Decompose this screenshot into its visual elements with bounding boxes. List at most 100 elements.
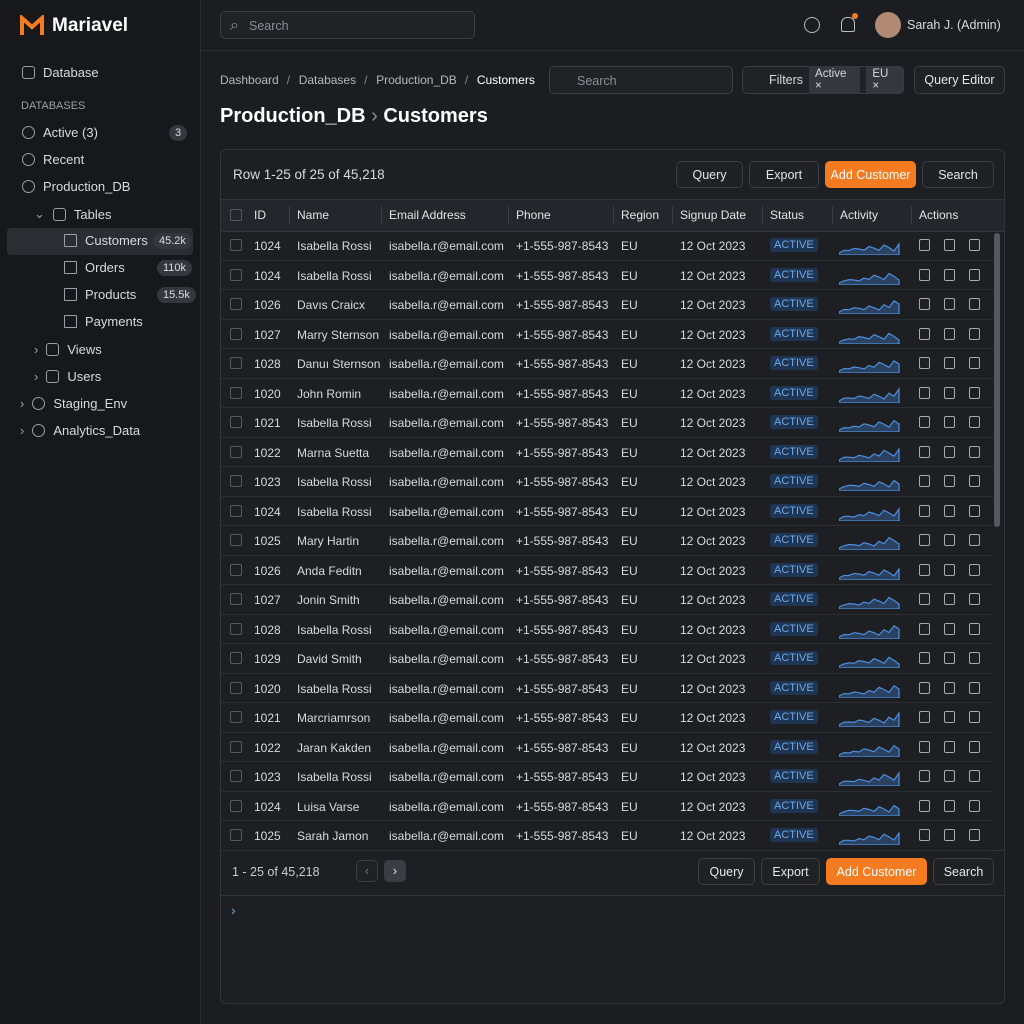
column-title[interactable]: ID	[254, 208, 266, 222]
action-icon[interactable]	[969, 445, 980, 458]
action-icon[interactable]	[969, 711, 980, 723]
checkbox[interactable]	[230, 327, 242, 340]
table-row[interactable]: 1021 Marcriamrson isabella.r@email.com +1-5…	[221, 703, 993, 733]
table-row[interactable]: 1025 Sarah Jamon isabella.r@email.com +1-55…	[221, 821, 993, 851]
checkbox[interactable]	[230, 209, 242, 221]
action-icon[interactable]	[969, 386, 980, 399]
action-icon[interactable]	[944, 563, 955, 576]
action-icon[interactable]	[969, 327, 980, 340]
breadcrumb-item[interactable]: Dashboard	[220, 73, 279, 87]
next-page[interactable]: ›	[384, 860, 406, 882]
checkbox[interactable]	[230, 475, 242, 487]
user-name[interactable]: Sarah J. (Admin)	[907, 18, 1001, 32]
table-row[interactable]: 1022 Jaran Kakden isabella.r@email.com +1-5…	[221, 733, 993, 762]
action-icon[interactable]	[944, 327, 955, 340]
action-icon[interactable]	[919, 445, 930, 458]
table-row[interactable]: 1026 Davıs Craicx isabella.r@email.com +1-5…	[221, 290, 993, 320]
action-icon[interactable]	[969, 740, 980, 753]
checkbox[interactable]	[230, 357, 242, 369]
action-icon[interactable]	[944, 622, 955, 635]
nav-views[interactable]: › Views	[34, 342, 102, 357]
nav-active[interactable]: Active (3)	[22, 125, 98, 140]
action-icon[interactable]	[944, 799, 955, 812]
toolbar-button[interactable]: Query	[676, 161, 743, 188]
checkbox[interactable]	[230, 770, 242, 782]
prev-page[interactable]: ‹	[356, 860, 378, 882]
checkbox[interactable]	[230, 416, 242, 428]
checkbox[interactable]	[230, 504, 242, 517]
table-row[interactable]: 1028 Danuı Sternson isabella.r@email.com +1…	[221, 349, 993, 379]
action-icon[interactable]	[919, 593, 930, 605]
table-search[interactable]: Search	[549, 66, 733, 94]
table-row[interactable]: 1021 Isabella Rossi isabella.r@email.com +1…	[221, 408, 993, 438]
action-icon[interactable]	[944, 711, 955, 723]
checkbox[interactable]	[230, 445, 242, 458]
action-icon[interactable]	[919, 622, 930, 635]
action-icon[interactable]	[919, 475, 930, 487]
checkbox[interactable]	[230, 681, 242, 694]
action-icon[interactable]	[944, 268, 955, 281]
column-title[interactable]: Name	[297, 208, 330, 222]
filter-chip[interactable]: Active ×	[809, 66, 861, 94]
table-row[interactable]: 1026 Anda Feditn isabella.r@email.com +1-55…	[221, 556, 993, 585]
checkbox[interactable]	[230, 563, 242, 576]
action-icon[interactable]	[969, 298, 980, 310]
action-icon[interactable]	[944, 593, 955, 605]
column-title[interactable]: Signup Date	[680, 208, 747, 222]
table-row[interactable]: 1020 Isabella Rossi isabella.r@email.com +1…	[221, 674, 993, 703]
action-icon[interactable]	[919, 799, 930, 812]
column-title[interactable]: Region	[621, 208, 660, 222]
table-row[interactable]: 1028 Isabella Rossi isabella.r@email.com +1…	[221, 615, 993, 644]
bell-icon[interactable]	[841, 17, 855, 32]
checkbox[interactable]	[230, 268, 242, 281]
action-icon[interactable]	[919, 357, 930, 369]
action-icon[interactable]	[969, 504, 980, 517]
global-search[interactable]: Search ⌕	[220, 11, 475, 39]
checkbox[interactable]	[230, 593, 242, 605]
action-icon[interactable]	[969, 239, 980, 251]
nav-users[interactable]: › Users	[34, 369, 102, 384]
action-icon[interactable]	[919, 770, 930, 782]
nav-db[interactable]: Production_DB	[22, 179, 130, 194]
checkbox[interactable]	[230, 652, 242, 664]
action-icon[interactable]	[944, 445, 955, 458]
action-icon[interactable]	[944, 239, 955, 251]
action-icon[interactable]	[969, 652, 980, 664]
nav-database[interactable]: Database	[22, 65, 99, 80]
checkbox[interactable]	[230, 534, 242, 546]
action-icon[interactable]	[919, 711, 930, 723]
action-icon[interactable]	[919, 416, 930, 428]
checkbox[interactable]	[230, 298, 242, 310]
breadcrumb-item[interactable]: Production_DB	[376, 73, 457, 87]
toolbar-button[interactable]: Export	[749, 161, 819, 188]
table-row[interactable]: 1024 Isabella Rossi isabella.r@email.com +1…	[221, 261, 993, 290]
filters[interactable]: Filters Active × EU ×	[742, 66, 904, 94]
action-icon[interactable]	[919, 534, 930, 546]
action-icon[interactable]	[944, 652, 955, 664]
action-icon[interactable]	[944, 386, 955, 399]
action-icon[interactable]	[919, 829, 930, 841]
action-icon[interactable]	[969, 475, 980, 487]
action-icon[interactable]	[969, 622, 980, 635]
table-row[interactable]: 1023 Isabella Rossi isabella.r@email.com +1…	[221, 762, 993, 792]
filter-chip[interactable]: EU ×	[866, 66, 903, 94]
action-icon[interactable]	[919, 268, 930, 281]
action-icon[interactable]	[969, 593, 980, 605]
nav-db[interactable]: › Staging_Env	[20, 396, 128, 411]
column-title[interactable]: Phone	[516, 208, 551, 222]
action-icon[interactable]	[919, 386, 930, 399]
checkbox[interactable]	[230, 622, 242, 635]
action-icon[interactable]	[944, 475, 955, 487]
breadcrumb-item[interactable]: Databases	[298, 73, 357, 87]
table-row[interactable]: 1023 Isabella Rossi isabella.r@email.com +1…	[221, 467, 993, 497]
action-icon[interactable]	[969, 770, 980, 782]
action-icon[interactable]	[969, 563, 980, 576]
action-icon[interactable]	[919, 681, 930, 694]
table-row[interactable]: 1022 Marna Suetta isabella.r@email.com +1-5…	[221, 438, 993, 467]
action-icon[interactable]	[919, 504, 930, 517]
footer-button[interactable]: Search	[933, 858, 994, 885]
action-icon[interactable]	[944, 770, 955, 782]
action-icon[interactable]	[919, 740, 930, 753]
action-icon[interactable]	[969, 268, 980, 281]
nav-table[interactable]: Orders	[64, 260, 125, 275]
